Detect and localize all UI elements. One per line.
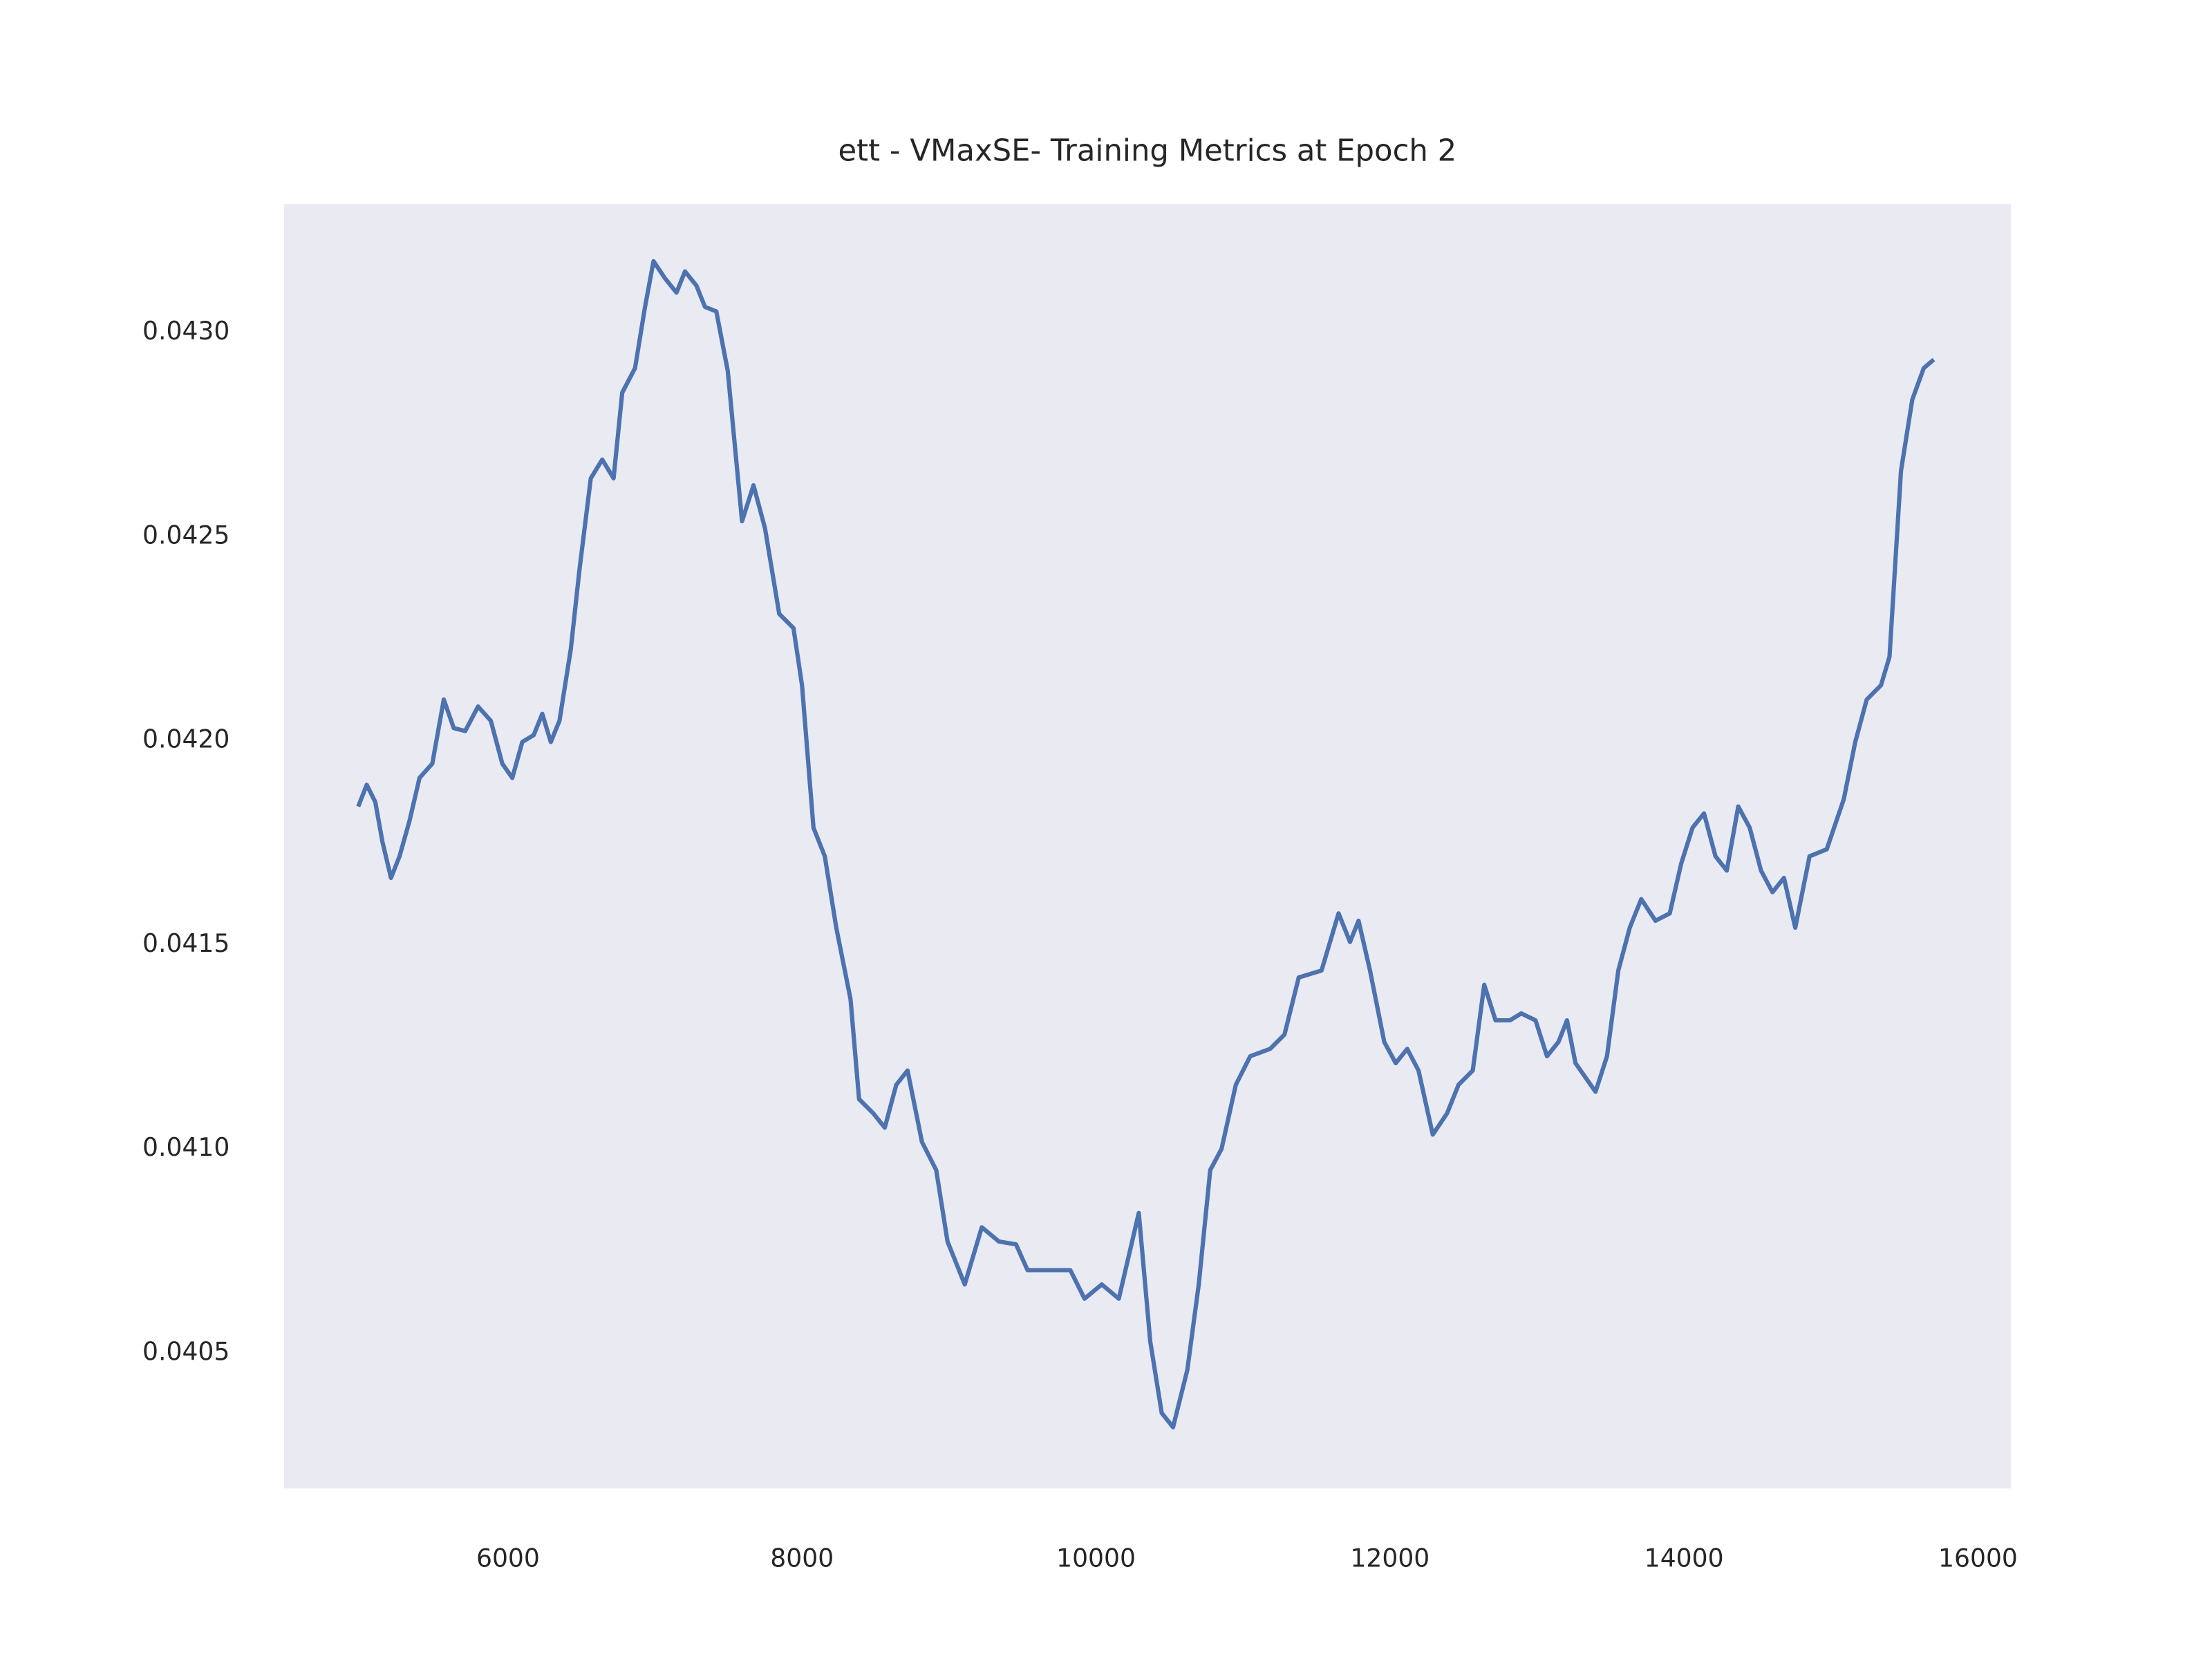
plot-area [283, 204, 2011, 1489]
y-tick-label: 0.0405 [142, 1336, 229, 1366]
x-tick-label: 10000 [1056, 1544, 1136, 1573]
chart-title: ett - VMaxSE- Training Metrics at Epoch … [838, 133, 1456, 168]
x-tick-label: 12000 [1350, 1544, 1430, 1573]
y-tick-label: 0.0410 [142, 1132, 229, 1162]
x-tick-label: 6000 [476, 1544, 540, 1573]
y-tick-label: 0.0430 [142, 316, 229, 346]
y-tick-label: 0.0420 [142, 724, 229, 754]
data-line [356, 259, 1936, 1430]
x-tick-label: 14000 [1644, 1544, 1724, 1573]
y-tick-label: 0.0415 [142, 928, 229, 958]
y-tick-label: 0.0425 [142, 520, 229, 550]
x-tick-label: 8000 [770, 1544, 834, 1573]
x-tick-label: 16000 [1938, 1544, 2018, 1573]
